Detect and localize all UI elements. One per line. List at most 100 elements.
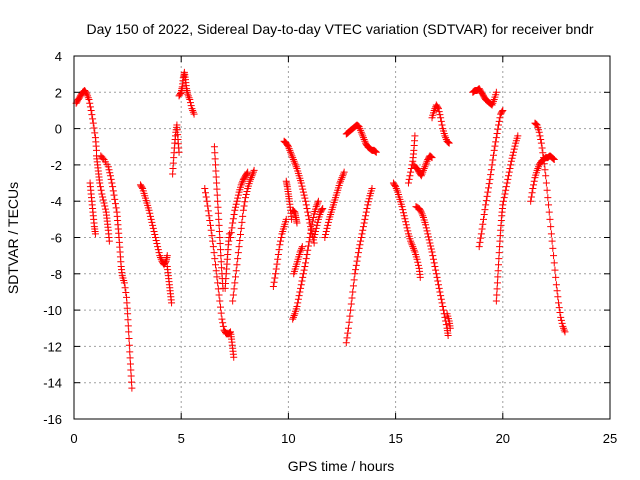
data-point bbox=[488, 101, 496, 109]
data-point bbox=[219, 319, 227, 327]
data-point bbox=[294, 295, 302, 303]
data-point bbox=[431, 263, 439, 271]
data-point bbox=[428, 248, 436, 256]
data-point bbox=[432, 266, 440, 274]
data-point bbox=[225, 230, 233, 238]
data-point bbox=[360, 135, 368, 143]
data-point bbox=[409, 243, 417, 251]
data-point bbox=[146, 209, 154, 217]
data-point bbox=[190, 110, 198, 118]
y-tick-label: 0 bbox=[55, 122, 62, 137]
data-point bbox=[277, 234, 285, 241]
y-axis-label: SDTVAR / TECUs bbox=[5, 182, 21, 294]
data-point bbox=[490, 97, 498, 105]
data-point bbox=[349, 282, 357, 290]
data-point bbox=[406, 172, 414, 180]
data-point bbox=[399, 209, 407, 217]
data-point bbox=[549, 244, 557, 252]
data-point bbox=[155, 249, 163, 257]
data-point bbox=[312, 203, 320, 211]
data-point bbox=[505, 168, 513, 176]
data-point bbox=[125, 341, 133, 349]
data-point bbox=[247, 175, 255, 183]
data-point bbox=[427, 153, 435, 161]
data-point bbox=[510, 148, 518, 156]
data-point bbox=[401, 215, 409, 223]
data-point bbox=[85, 96, 93, 104]
data-point bbox=[289, 315, 297, 323]
data-point bbox=[272, 265, 280, 273]
data-point bbox=[433, 273, 441, 281]
data-point bbox=[489, 99, 497, 107]
data-point bbox=[234, 194, 242, 202]
data-point bbox=[303, 204, 311, 212]
data-point bbox=[309, 214, 317, 222]
data-point bbox=[442, 134, 450, 142]
data-point bbox=[304, 246, 312, 254]
data-point bbox=[488, 161, 496, 169]
series-arc-13 bbox=[229, 166, 258, 305]
data-point bbox=[299, 185, 307, 193]
data-point bbox=[232, 267, 240, 275]
data-point bbox=[314, 199, 322, 207]
data-point bbox=[109, 187, 117, 195]
data-point bbox=[324, 218, 332, 226]
data-point bbox=[417, 207, 425, 215]
data-point bbox=[138, 183, 146, 191]
data-point bbox=[234, 255, 242, 263]
data-point bbox=[109, 183, 117, 191]
data-point bbox=[480, 215, 488, 223]
data-point bbox=[508, 154, 516, 162]
data-point bbox=[399, 206, 407, 214]
data-point bbox=[86, 99, 94, 107]
data-point bbox=[493, 291, 501, 299]
data-point bbox=[154, 243, 162, 251]
y-tick-label: -12 bbox=[43, 339, 62, 354]
series-arc-29 bbox=[443, 310, 454, 332]
data-point bbox=[274, 250, 282, 258]
data-point bbox=[318, 206, 326, 214]
data-point bbox=[211, 155, 219, 163]
data-point bbox=[107, 175, 115, 183]
data-point bbox=[482, 201, 490, 209]
data-point bbox=[290, 312, 298, 320]
data-point bbox=[287, 148, 295, 156]
data-point bbox=[297, 246, 305, 254]
data-point bbox=[152, 237, 160, 245]
series-arc-20 bbox=[310, 204, 327, 241]
data-point bbox=[481, 206, 489, 214]
data-point bbox=[550, 252, 558, 260]
data-point bbox=[356, 241, 364, 249]
data-point bbox=[507, 161, 515, 169]
data-point bbox=[323, 224, 331, 232]
data-point bbox=[423, 227, 431, 235]
data-point bbox=[552, 273, 560, 281]
data-point bbox=[363, 204, 371, 212]
data-point bbox=[217, 303, 225, 311]
data-point bbox=[238, 179, 246, 187]
data-point bbox=[276, 241, 284, 249]
data-point bbox=[305, 238, 313, 246]
data-point bbox=[296, 288, 304, 296]
data-point bbox=[299, 188, 307, 196]
data-point bbox=[398, 203, 406, 211]
data-point bbox=[247, 174, 255, 182]
data-point bbox=[240, 202, 248, 210]
data-point bbox=[232, 203, 240, 211]
data-point bbox=[89, 115, 97, 123]
series-arc-14 bbox=[269, 215, 290, 291]
data-point bbox=[360, 219, 368, 227]
data-point bbox=[98, 190, 106, 198]
data-point bbox=[477, 230, 485, 238]
data-point bbox=[560, 326, 568, 334]
data-point bbox=[106, 169, 114, 177]
data-point bbox=[538, 144, 546, 152]
data-point bbox=[89, 119, 97, 127]
data-point bbox=[321, 234, 329, 241]
data-point bbox=[186, 99, 194, 107]
data-point bbox=[439, 306, 447, 314]
data-point bbox=[213, 273, 221, 281]
data-point bbox=[405, 175, 413, 183]
data-point bbox=[354, 249, 362, 257]
data-point bbox=[292, 163, 300, 171]
